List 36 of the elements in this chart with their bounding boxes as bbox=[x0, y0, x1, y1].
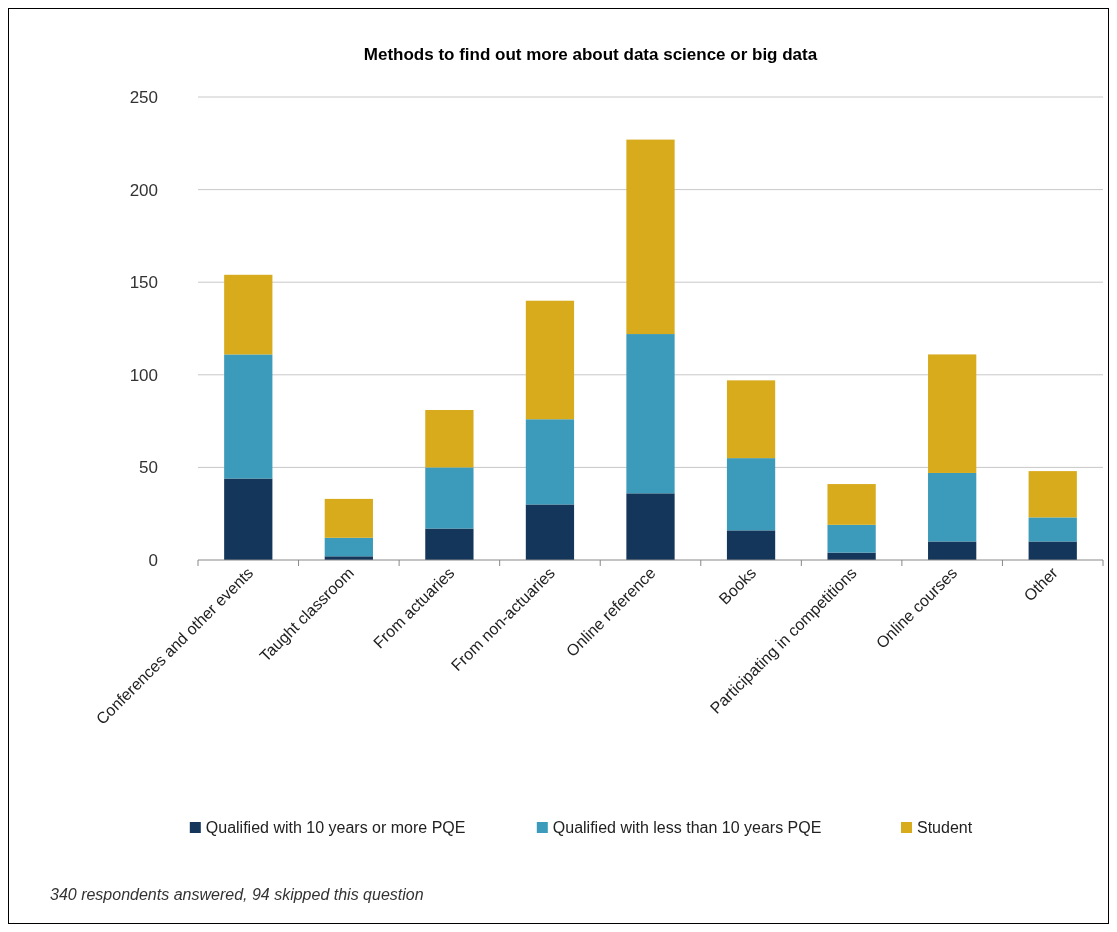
bar bbox=[726, 458, 776, 531]
bar bbox=[726, 530, 776, 560]
bar bbox=[525, 504, 575, 560]
bar bbox=[425, 467, 474, 529]
bar bbox=[827, 484, 876, 525]
bar bbox=[928, 541, 977, 560]
legend-label: Qualified with less than 10 years PQE bbox=[552, 819, 822, 836]
bar bbox=[324, 537, 373, 557]
bar bbox=[1028, 517, 1077, 542]
y-tick-label: 50 bbox=[139, 458, 158, 478]
bar bbox=[525, 300, 575, 420]
bar bbox=[525, 419, 575, 505]
legend-label: Student bbox=[917, 819, 973, 836]
bar bbox=[928, 472, 977, 542]
text: 340 respondents answered, 94 skipped this question bbox=[50, 886, 424, 903]
bar bbox=[626, 334, 675, 494]
legend-label: Qualified with 10 years or more PQE bbox=[205, 819, 466, 836]
bar bbox=[1028, 471, 1077, 518]
y-tick-label: 250 bbox=[129, 88, 158, 107]
y-tick-label: 0 bbox=[148, 551, 158, 570]
bar bbox=[827, 524, 876, 553]
bar bbox=[928, 354, 977, 473]
y-tick-label: 200 bbox=[129, 180, 158, 200]
bar bbox=[224, 274, 273, 355]
y-tick-label: 100 bbox=[129, 365, 158, 385]
y-tick-label: 150 bbox=[129, 273, 158, 293]
bar bbox=[224, 354, 273, 479]
chart-title: Methods to find out more about data science or big data bbox=[363, 45, 818, 64]
bar bbox=[626, 493, 675, 560]
bar bbox=[425, 528, 474, 560]
bar bbox=[224, 478, 273, 560]
bar bbox=[1028, 541, 1077, 560]
bar bbox=[425, 409, 474, 468]
bar bbox=[626, 139, 675, 335]
bar bbox=[726, 380, 776, 459]
bar bbox=[324, 498, 373, 538]
